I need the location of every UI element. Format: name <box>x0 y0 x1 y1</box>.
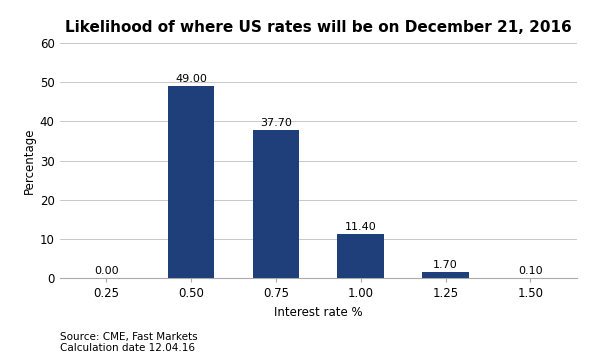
Text: 49.00: 49.00 <box>175 74 207 84</box>
Text: Source: CME, Fast Markets
Calculation date 12.04.16: Source: CME, Fast Markets Calculation da… <box>60 332 197 353</box>
Text: 37.70: 37.70 <box>260 119 292 129</box>
Title: Likelihood of where US rates will be on December 21, 2016: Likelihood of where US rates will be on … <box>65 20 572 35</box>
Y-axis label: Percentage: Percentage <box>23 127 36 194</box>
Text: 0.00: 0.00 <box>94 266 118 276</box>
X-axis label: Interest rate %: Interest rate % <box>274 306 362 319</box>
Bar <box>168 86 214 278</box>
Text: 11.40: 11.40 <box>345 222 377 232</box>
Bar <box>337 234 384 278</box>
Text: 0.10: 0.10 <box>518 266 543 276</box>
Text: 1.70: 1.70 <box>433 260 458 270</box>
Bar <box>422 272 469 278</box>
Bar <box>253 130 299 278</box>
